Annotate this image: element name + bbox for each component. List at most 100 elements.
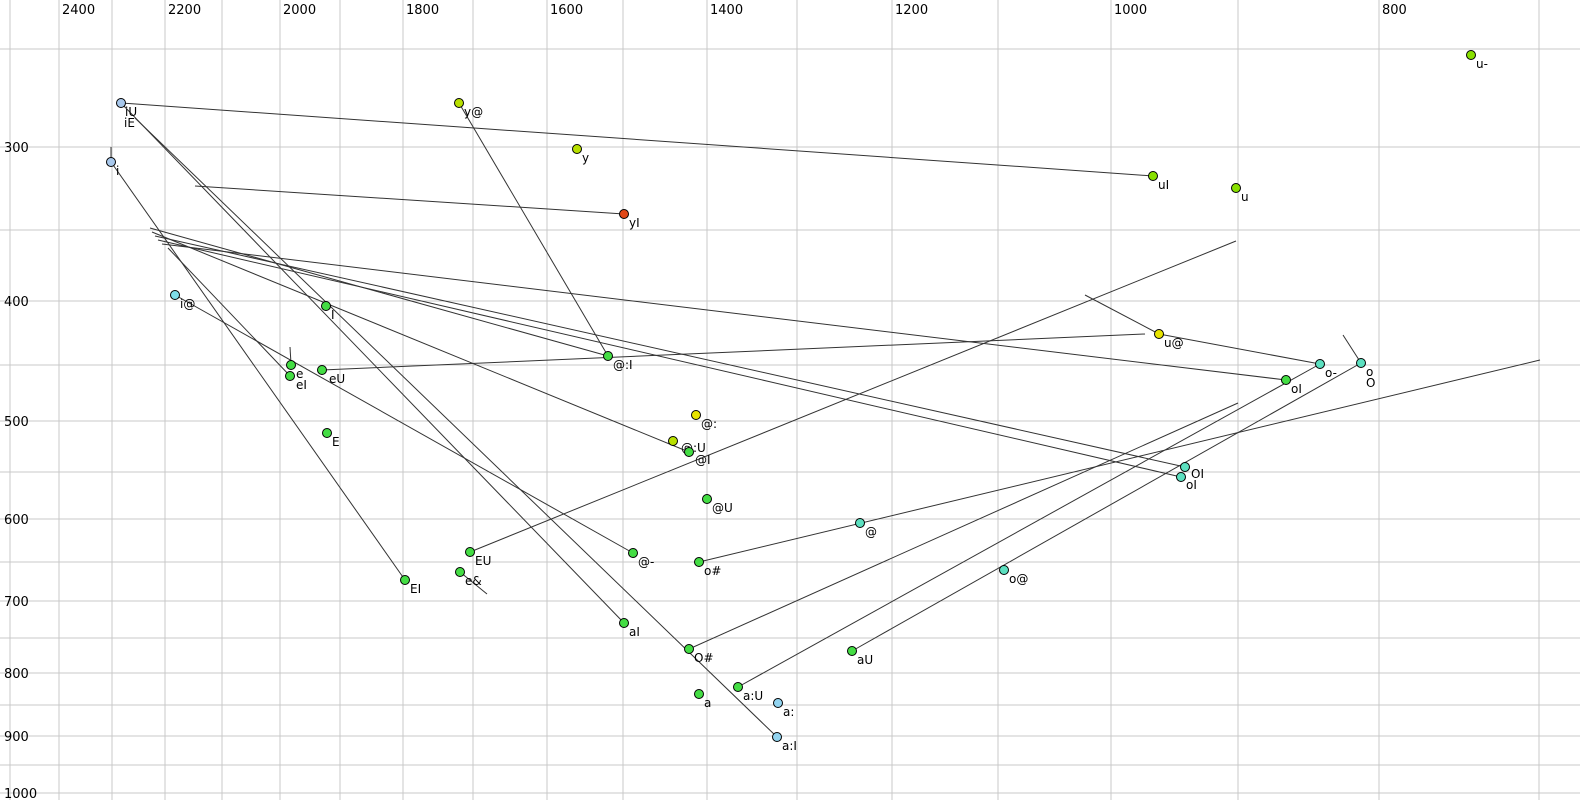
- point-@:U[interactable]: [668, 436, 678, 446]
- point-label-@:I: @:I: [613, 358, 633, 372]
- trajectory-eI: [167, 247, 293, 379]
- point-label-O#: O#: [694, 651, 714, 665]
- x-tick-label-1400: 1400: [710, 3, 743, 18]
- point-I[interactable]: [321, 301, 331, 311]
- point-label-E: E: [332, 435, 340, 449]
- point-oI[interactable]: [1281, 375, 1291, 385]
- point-label-eU: eU: [329, 372, 345, 386]
- trajectory-iE: [120, 102, 625, 624]
- point-label-yI: yI: [629, 216, 640, 230]
- point-label-o#: o#: [704, 564, 721, 578]
- trajectory-@I: [151, 231, 690, 453]
- point-aU[interactable]: [847, 646, 857, 656]
- point-label-a:U: a:U: [743, 689, 763, 703]
- point-label-oI: oI: [1291, 382, 1302, 396]
- trajectory-y@: [458, 102, 609, 357]
- point-label-o@: o@: [1009, 572, 1028, 586]
- x-tick-label-2200: 2200: [168, 3, 201, 18]
- point-OI[interactable]: [1180, 462, 1190, 472]
- y-tick-label-1000: 1000: [4, 787, 37, 800]
- trajectory-e&: [459, 571, 488, 595]
- trajectory-o#: [698, 359, 1541, 563]
- point-y[interactable]: [572, 144, 582, 154]
- point-a:U[interactable]: [733, 682, 743, 692]
- trajectory-aU: [851, 362, 1362, 652]
- point-label-i@: i@: [180, 297, 195, 311]
- trajectory-yI: [194, 185, 625, 215]
- point-a:[interactable]: [773, 698, 783, 708]
- point-u-[interactable]: [1466, 50, 1476, 60]
- y-tick-label-600: 600: [4, 513, 29, 528]
- point-label-O: O: [1366, 376, 1375, 390]
- point-@:I[interactable]: [603, 351, 613, 361]
- x-tick-label-1800: 1800: [406, 3, 439, 18]
- y-tick-label-900: 900: [4, 730, 29, 745]
- point-o[interactable]: [1356, 358, 1366, 368]
- point-label-uI: uI: [1158, 178, 1169, 192]
- point-label-a:I: a:I: [782, 739, 797, 753]
- point-oI2[interactable]: [1176, 472, 1186, 482]
- point-@[interactable]: [855, 518, 865, 528]
- trajectory-eU: [321, 333, 1146, 371]
- trajectory-u@2: [1084, 294, 1160, 335]
- x-tick-label-2400: 2400: [62, 3, 95, 18]
- point-label-@I: @I: [695, 453, 711, 467]
- trajectory-O#: [688, 402, 1239, 650]
- y-tick-label-700: 700: [4, 595, 29, 610]
- trajectory-a:U: [737, 363, 1321, 688]
- x-tick-label-800: 800: [1382, 3, 1407, 18]
- point-u@[interactable]: [1154, 329, 1164, 339]
- point-label-EI: EI: [410, 582, 421, 596]
- point-label-e: e: [296, 367, 303, 381]
- trajectory-o: [1342, 334, 1362, 364]
- point-y@[interactable]: [454, 98, 464, 108]
- trajectory-u@: [1158, 333, 1321, 365]
- point-a[interactable]: [694, 689, 704, 699]
- point-label-a: a: [704, 696, 711, 710]
- trajectory-i: [110, 161, 406, 581]
- point-e[interactable]: [286, 360, 296, 370]
- point-EI[interactable]: [400, 575, 410, 585]
- point-label-o: o: [1366, 365, 1373, 379]
- y-tick-label-400: 400: [4, 295, 29, 310]
- point-label-u: u: [1241, 190, 1249, 204]
- point-i[interactable]: [106, 157, 116, 167]
- point-o@[interactable]: [999, 565, 1009, 575]
- point-eI[interactable]: [285, 371, 295, 381]
- point-EU[interactable]: [465, 547, 475, 557]
- point-aI[interactable]: [619, 618, 629, 628]
- point-@:[interactable]: [691, 410, 701, 420]
- point-label-iE: iE: [124, 116, 135, 130]
- point-i@[interactable]: [170, 290, 180, 300]
- point-o#[interactable]: [694, 557, 704, 567]
- point-@-[interactable]: [628, 548, 638, 558]
- trajectory-EU: [469, 240, 1237, 553]
- point-@I[interactable]: [684, 447, 694, 457]
- point-u[interactable]: [1231, 183, 1241, 193]
- point-label-@: @: [865, 525, 877, 539]
- point-iU[interactable]: [116, 98, 126, 108]
- trajectory-OI: [154, 235, 1186, 468]
- point-o-[interactable]: [1315, 359, 1325, 369]
- point-E[interactable]: [322, 428, 332, 438]
- y-tick-label-300: 300: [4, 141, 29, 156]
- point-e&[interactable]: [455, 567, 465, 577]
- point-eU[interactable]: [317, 365, 327, 375]
- point-a:I[interactable]: [772, 732, 782, 742]
- y-tick-label-500: 500: [4, 415, 29, 430]
- y-tick-label-800: 800: [4, 667, 29, 682]
- point-uI[interactable]: [1148, 171, 1158, 181]
- trajectory-a:I: [134, 117, 778, 738]
- x-tick-label-1000: 1000: [1114, 3, 1147, 18]
- point-O#[interactable]: [684, 644, 694, 654]
- point-@U[interactable]: [702, 494, 712, 504]
- trajectory-i@: [174, 294, 634, 554]
- trajectory-@:I: [149, 227, 609, 357]
- point-yI[interactable]: [619, 209, 629, 219]
- trajectory-oI2: [157, 239, 1182, 478]
- x-tick-label-2000: 2000: [283, 3, 316, 18]
- point-label-EU: EU: [475, 554, 491, 568]
- point-label-eI: eI: [296, 378, 307, 392]
